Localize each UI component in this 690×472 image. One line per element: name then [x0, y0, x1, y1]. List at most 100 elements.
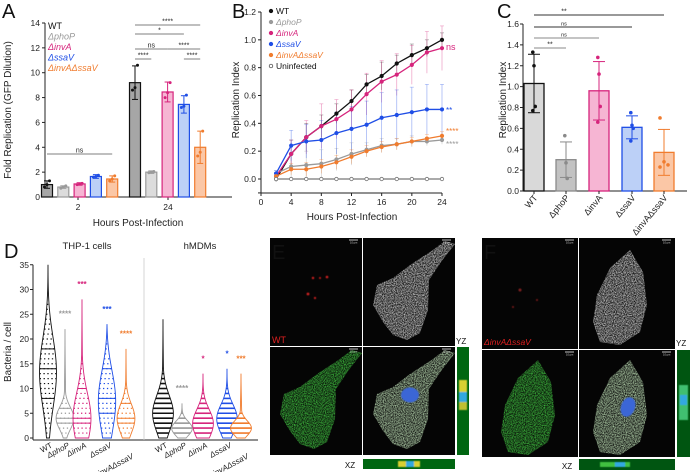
f-strain-label: ΔinvAΔssaV: [483, 337, 532, 347]
y-tick-label: 0.0: [244, 174, 256, 184]
y-tick-label: 1.6: [507, 19, 519, 29]
data-point: [152, 170, 156, 174]
y-tick-label: 1.0: [507, 82, 519, 92]
data-point: [364, 149, 369, 154]
data-point: [364, 176, 369, 182]
y-tick-label: 0.4: [507, 144, 519, 154]
y-tick-label: 14: [31, 18, 41, 28]
y-tick-label: 1.2: [507, 61, 519, 71]
data-point: [94, 174, 98, 178]
y-tick-label: 25: [20, 309, 30, 319]
x-tick-label: 24: [163, 202, 173, 212]
data-point: [349, 98, 354, 104]
data-point: [75, 183, 79, 187]
significance-label: ****: [59, 310, 72, 319]
data-point: [59, 186, 63, 190]
data-point: [596, 120, 600, 124]
y-tick-label: 0.8: [507, 103, 519, 113]
series-line: [275, 47, 443, 177]
data-point: [439, 37, 445, 42]
x-tick-label: ΔssaV: [207, 441, 233, 461]
data-point: [304, 162, 309, 168]
significance-label: *: [201, 354, 205, 363]
significance-label: ns: [561, 33, 567, 39]
data-point: [596, 55, 600, 60]
data-point: [658, 116, 662, 120]
data-point: [439, 176, 445, 182]
panel-label-b: B: [232, 1, 245, 23]
significance-label: ****: [120, 330, 133, 339]
legend-entry: ΔssaV: [47, 53, 75, 63]
data-point: [439, 46, 445, 51]
significance-label: ns: [561, 22, 567, 28]
significance-label: ****: [176, 384, 189, 393]
data-point: [364, 122, 369, 127]
f-scale-label: 10 µm: [663, 353, 670, 357]
data-point: [319, 124, 324, 129]
x-axis-title: Hours Post-Infection: [307, 212, 398, 223]
data-point: [304, 167, 309, 172]
data-point: [658, 165, 662, 169]
violin: [171, 403, 193, 439]
f-cell-grey: [593, 250, 647, 345]
e-red-channel: [270, 238, 362, 346]
data-point: [565, 176, 569, 181]
e-scale-label: 10 µm: [350, 350, 357, 354]
panel-label-d: D: [4, 241, 18, 263]
y-tick-label: 8: [35, 93, 40, 103]
panel-b-line-chart: B 0.0 0.2 0.4 0.6 0.8 1.0 1.2 0 4 8 12 16 20 24 Hours P…: [231, 1, 458, 223]
data-point: [531, 108, 535, 113]
data-point: [409, 53, 414, 58]
y-axis-title: Replication Index: [231, 62, 242, 139]
data-point: [379, 73, 384, 79]
data-point: [289, 167, 294, 172]
y-axis-title: Replication Index: [498, 62, 509, 139]
data-point: [304, 135, 309, 140]
data-point: [179, 106, 183, 110]
y-tick-label: 30: [20, 285, 30, 295]
data-point: [349, 176, 354, 182]
x-tick-label: ΔinvA: [582, 193, 605, 217]
x-tick-label: 2: [76, 202, 81, 212]
significance-label: ****: [162, 19, 173, 26]
data-point: [64, 184, 68, 188]
data-point: [424, 176, 430, 182]
data-point: [334, 111, 339, 116]
data-point: [304, 139, 309, 144]
data-point: [439, 137, 445, 143]
significance-label: **: [547, 42, 553, 49]
data-point: [349, 107, 354, 112]
bar: [73, 183, 86, 198]
data-point: [304, 176, 309, 182]
data-point: [78, 182, 82, 186]
data-point: [113, 174, 117, 178]
e-strain-label: WT: [272, 335, 286, 345]
y-tick-label: 5: [24, 408, 29, 418]
y-tick-label: 4: [35, 142, 40, 152]
significance-label: ***: [102, 305, 112, 314]
data-point: [533, 104, 537, 109]
x-tick-label: ΔssaV: [613, 193, 637, 219]
data-point: [91, 175, 95, 179]
x-tick-label: 0: [259, 197, 264, 207]
significance-label: ns: [446, 42, 456, 52]
legend-entry: ΔphoP: [47, 32, 75, 42]
data-point: [409, 139, 414, 144]
bar: [145, 171, 158, 198]
y-tick-label: 0.0: [507, 186, 519, 196]
data-point: [198, 150, 202, 154]
data-point: [168, 81, 172, 85]
data-point: [379, 144, 384, 150]
e-xz-label: XZ: [345, 461, 355, 470]
y-tick-label: 0.4: [244, 118, 256, 128]
e-scale-label: 10 µm: [443, 350, 450, 354]
e-yz-signal: [459, 380, 467, 410]
data-point: [394, 142, 399, 147]
significance-label: ****: [446, 140, 458, 149]
violin: [97, 324, 117, 439]
e-xz-signal: [398, 461, 420, 467]
data-point: [409, 110, 414, 115]
x-tick-label: WT: [523, 192, 540, 210]
